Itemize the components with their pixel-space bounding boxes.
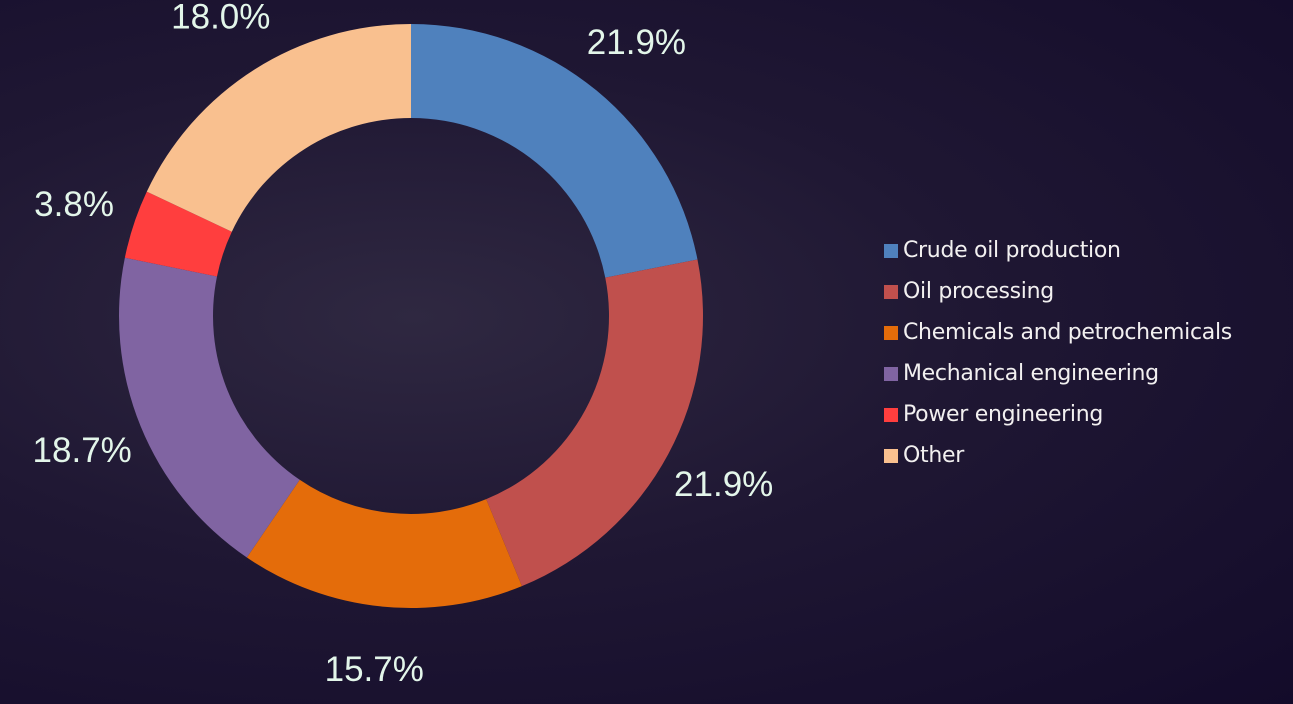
data-label: 3.8% bbox=[34, 185, 114, 224]
legend-swatch bbox=[884, 325, 898, 340]
legend-swatch bbox=[884, 448, 898, 463]
legend-item: Chemicals and petrochemicals bbox=[884, 312, 1232, 353]
data-label: 18.7% bbox=[33, 431, 132, 470]
legend-item: Power engineering bbox=[884, 394, 1232, 435]
legend-swatch bbox=[884, 407, 898, 422]
legend-label: Oil processing bbox=[903, 279, 1054, 304]
legend-swatch bbox=[884, 243, 898, 258]
data-label: 15.7% bbox=[325, 650, 424, 689]
slice-other bbox=[146, 24, 411, 232]
data-label: 18.0% bbox=[171, 0, 270, 36]
legend-swatch bbox=[884, 366, 898, 381]
legend-item: Crude oil production bbox=[884, 230, 1232, 271]
legend-item: Other bbox=[884, 435, 1232, 476]
slice-mechanical-engineering bbox=[118, 257, 300, 558]
legend-label: Crude oil production bbox=[903, 238, 1121, 263]
slice-oil-processing bbox=[486, 259, 704, 587]
slice-crude-oil-production bbox=[411, 24, 698, 278]
slice-chemicals-and-petrochemicals bbox=[246, 479, 522, 608]
legend-item: Oil processing bbox=[884, 271, 1232, 312]
data-label: 21.9% bbox=[674, 465, 773, 504]
legend: Crude oil production Oil processing Chemic… bbox=[884, 230, 1232, 476]
legend-label: Mechanical engineering bbox=[903, 361, 1159, 386]
legend-swatch bbox=[884, 284, 898, 299]
legend-item: Mechanical engineering bbox=[884, 353, 1232, 394]
legend-label: Power engineering bbox=[903, 402, 1104, 427]
data-label: 21.9% bbox=[587, 23, 686, 62]
slice-power-engineering bbox=[124, 191, 232, 277]
legend-label: Other bbox=[903, 443, 964, 468]
donut-chart: 21.9% 21.9% 15.7% 18.7% 3.8% 18.0% bbox=[33, 0, 774, 689]
legend-label: Chemicals and petrochemicals bbox=[903, 320, 1232, 345]
